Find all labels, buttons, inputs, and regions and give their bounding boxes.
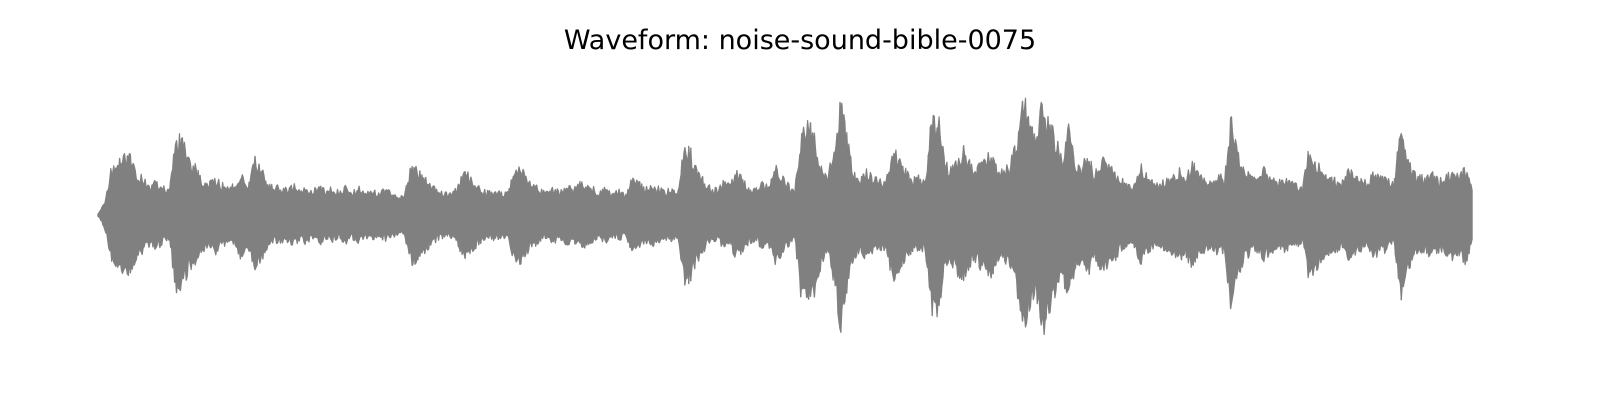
chart-title: Waveform: noise-sound-bible-0075 bbox=[563, 25, 1037, 56]
waveform-plot-area bbox=[97, 97, 1473, 336]
